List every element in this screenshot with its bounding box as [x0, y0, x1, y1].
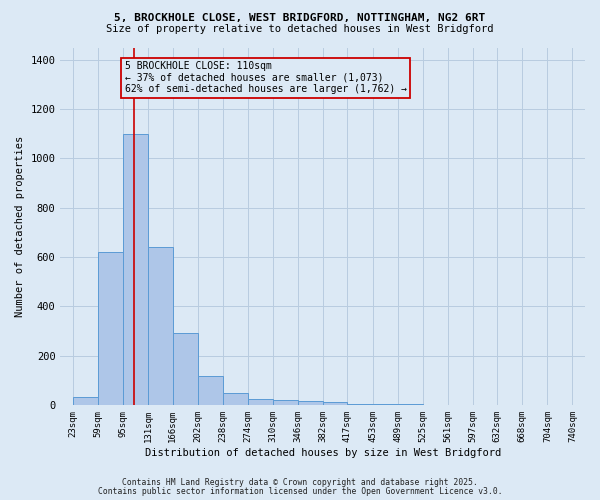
Y-axis label: Number of detached properties: Number of detached properties — [15, 136, 25, 317]
Bar — [373, 404, 398, 405]
Bar — [98, 252, 123, 405]
Bar — [173, 334, 197, 405]
Bar — [73, 398, 98, 405]
Text: Contains HM Land Registry data © Crown copyright and database right 2025.: Contains HM Land Registry data © Crown c… — [122, 478, 478, 487]
Bar — [347, 404, 373, 405]
Bar — [248, 398, 273, 405]
Bar — [123, 134, 148, 405]
Text: Size of property relative to detached houses in West Bridgford: Size of property relative to detached ho… — [106, 24, 494, 34]
Bar — [298, 401, 323, 405]
Text: Contains public sector information licensed under the Open Government Licence v3: Contains public sector information licen… — [98, 486, 502, 496]
Text: 5 BROCKHOLE CLOSE: 110sqm
← 37% of detached houses are smaller (1,073)
62% of se: 5 BROCKHOLE CLOSE: 110sqm ← 37% of detac… — [125, 61, 407, 94]
Text: 5, BROCKHOLE CLOSE, WEST BRIDGFORD, NOTTINGHAM, NG2 6RT: 5, BROCKHOLE CLOSE, WEST BRIDGFORD, NOTT… — [115, 12, 485, 22]
X-axis label: Distribution of detached houses by size in West Bridgford: Distribution of detached houses by size … — [145, 448, 501, 458]
Bar — [223, 392, 248, 405]
Bar — [273, 400, 298, 405]
Bar — [197, 376, 223, 405]
Bar — [148, 247, 173, 405]
Bar — [323, 402, 347, 405]
